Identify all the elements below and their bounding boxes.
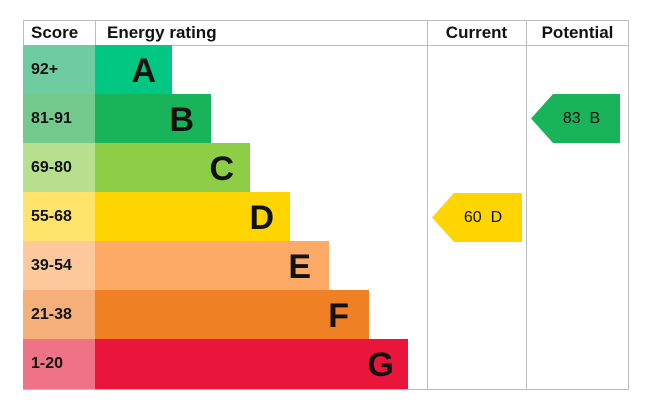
potential-rating-indicator: 83 B <box>531 94 620 143</box>
score-range: 81-91 <box>23 94 95 143</box>
rating-bar-a: A <box>95 45 172 94</box>
arrow-left-icon <box>531 94 620 143</box>
header-divider <box>23 45 629 46</box>
rating-letter: D <box>249 199 274 237</box>
header-current: Current <box>445 23 508 42</box>
rating-bar-c: C <box>95 143 250 192</box>
rating-letter: E <box>288 248 311 286</box>
rating-letter: B <box>169 101 194 139</box>
rating-bar-b: B <box>95 94 211 143</box>
potential-rating-label: 83 B <box>562 110 601 127</box>
rating-letter: F <box>328 297 349 335</box>
rating-bar-g: G <box>95 339 408 389</box>
column-divider <box>95 20 96 45</box>
column-divider <box>427 20 428 390</box>
arrow-left-icon <box>432 193 522 242</box>
score-range: 55-68 <box>23 192 95 241</box>
current-rating-label: 60 D <box>463 209 503 226</box>
rating-letter: G <box>367 346 394 384</box>
rating-bar-d: D <box>95 192 290 241</box>
rating-bar-e: E <box>95 241 329 290</box>
score-range: 1-20 <box>23 339 95 389</box>
score-range: 21-38 <box>23 290 95 339</box>
header-energy-rating: Energy rating <box>107 23 217 42</box>
rating-letter: C <box>209 150 234 188</box>
rating-bar-f: F <box>95 290 369 339</box>
header-potential: Potential <box>541 23 614 42</box>
score-range: 39-54 <box>23 241 95 290</box>
header-score: Score <box>31 23 79 42</box>
score-range: 92+ <box>23 45 95 94</box>
rating-letter: A <box>131 52 156 90</box>
score-range: 69-80 <box>23 143 95 192</box>
column-divider <box>526 20 527 390</box>
current-rating-indicator: 60 D <box>432 193 522 242</box>
